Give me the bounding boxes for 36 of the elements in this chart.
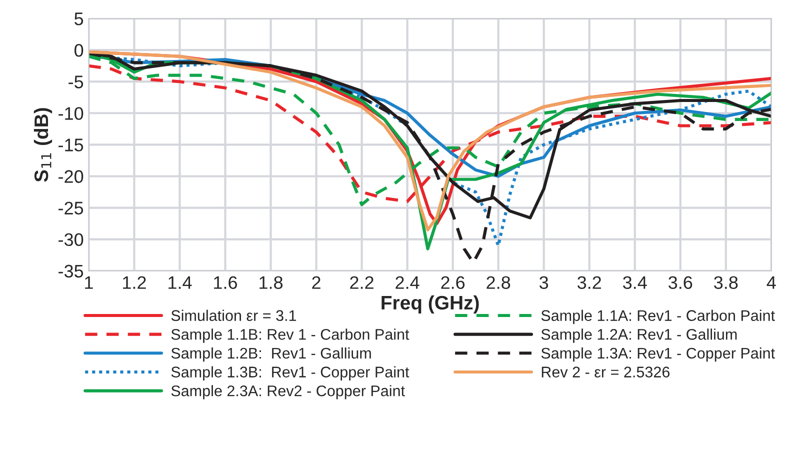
x-tick-label: 2 <box>312 276 320 289</box>
x-tick-label: 3.8 <box>714 276 738 289</box>
y-tick-label: -25 <box>58 202 84 214</box>
legend-label: Sample 1.1A: Rev1 - Carbon Paint <box>541 310 775 324</box>
x-tick-label: 2.2 <box>350 276 374 289</box>
x-tick-label: 1.4 <box>168 276 192 289</box>
x-tick-label: 1 <box>85 276 93 289</box>
legend-label: Sample 1.3B: Rev1 - Copper Paint <box>171 366 410 380</box>
legend-label: Sample 2.3A: Rev2 - Copper Paint <box>171 385 405 400</box>
x-tick-label: 2.6 <box>441 276 465 289</box>
x-axis-title: Freq (GHz) <box>382 295 479 314</box>
y-tick-label: -10 <box>58 107 84 120</box>
y-tick-label: -5 <box>68 76 84 88</box>
x-tick-label: 3 <box>540 276 548 289</box>
y-axis-title: S$_{11}$ (dB) <box>34 108 52 182</box>
y-tick-label: 5 <box>74 12 84 26</box>
x-tick-label: 3.4 <box>623 276 647 289</box>
legend-label: Sample 1.2B: Rev1 - Gallium <box>171 347 371 362</box>
y-tick-label: -30 <box>58 233 84 246</box>
legend-label: Simulation εr = 3.1 <box>171 310 296 321</box>
legend-label: Sample 1.3A: Rev1 - Copper Paint <box>541 347 775 362</box>
y-tick-label: -20 <box>58 170 84 183</box>
y-tick-label: -35 <box>58 264 84 278</box>
legend-label: Sample 1.2A: Rev1 - Gallium <box>541 328 737 343</box>
x-tick-label: 1.6 <box>214 276 237 289</box>
y-tick-label: 0 <box>74 44 84 57</box>
x-tick-label: 1.8 <box>260 276 283 289</box>
legend-label: Rev 2 - εr = 2.5326 <box>542 366 670 378</box>
x-tick-label: 2.8 <box>486 276 510 289</box>
x-tick-label: 3.6 <box>668 276 692 289</box>
y-tick-label: -15 <box>58 138 84 152</box>
x-tick-label: 2.4 <box>396 276 420 289</box>
x-tick-label: 3.2 <box>577 276 601 289</box>
legend-label: Sample 1.1B: Rev 1 - Carbon Paint <box>171 328 410 343</box>
x-tick-label: 4 <box>766 276 776 289</box>
x-tick-label: 1.2 <box>123 276 146 289</box>
